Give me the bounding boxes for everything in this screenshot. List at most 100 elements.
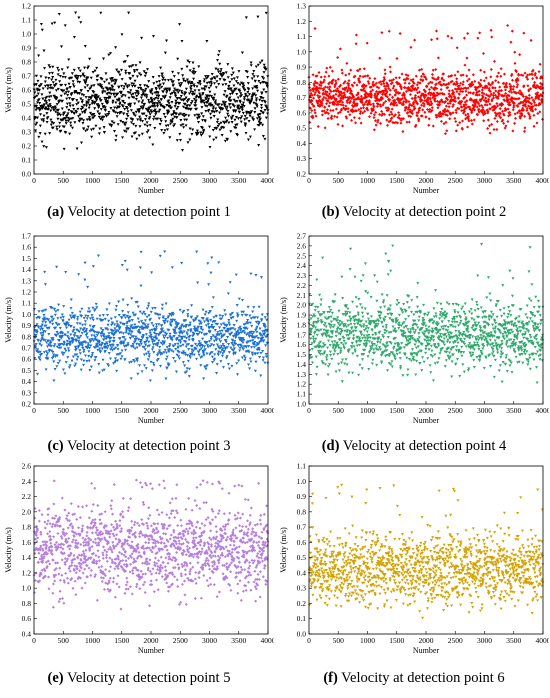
data-point [146,350,150,354]
data-point [58,74,62,78]
data-point [333,340,337,343]
data-point [89,317,93,321]
x-tick-label: 3500 [506,176,521,185]
data-point [51,76,55,79]
data-point [244,326,248,330]
data-point [510,72,514,76]
data-point [257,342,261,346]
data-point [482,51,486,55]
data-point [242,104,246,108]
data-point [389,363,393,367]
data-point [317,329,321,333]
data-point [427,117,431,121]
data-point [345,334,349,337]
data-point [310,115,314,119]
y-tick-label: 0.6 [297,108,307,117]
data-point [89,97,93,101]
data-point [484,96,488,100]
data-point [179,341,183,344]
data-point [177,355,181,358]
data-point [531,77,535,81]
data-point [186,313,190,316]
data-point [374,322,378,326]
data-point [184,319,188,322]
data-point [443,107,447,111]
data-point [92,339,96,343]
data-point [131,92,135,96]
data-point [84,129,88,133]
data-point [310,361,314,365]
data-point [181,343,185,347]
data-point [386,344,390,348]
data-point [45,112,49,115]
data-point [34,343,38,346]
data-point [482,92,486,96]
data-point [311,114,315,118]
data-point [168,343,172,346]
data-point [190,348,194,352]
data-point [137,329,141,332]
data-point [107,82,111,86]
data-point [48,320,52,324]
data-point [148,111,152,114]
data-point [392,103,396,107]
data-point [141,337,145,340]
data-point [75,147,79,151]
data-point [120,263,124,267]
data-point [313,108,317,112]
data-point [41,97,45,101]
data-point [323,322,327,325]
data-point [193,71,197,74]
data-point [200,345,204,348]
data-point [328,363,332,366]
data-point [348,101,352,105]
data-point [167,99,171,103]
data-point [141,92,145,96]
data-point [146,110,150,114]
data-point [489,28,493,32]
data-point [43,84,47,88]
data-point [254,65,258,69]
data-point [314,355,318,359]
data-point [118,321,122,325]
data-point [167,329,171,332]
data-point [93,359,97,362]
data-point [94,336,98,339]
data-point [44,368,48,372]
data-point [417,119,421,123]
data-point [72,339,76,342]
data-point [507,90,511,94]
data-point [56,309,60,312]
data-point [313,315,317,318]
data-point [79,75,83,78]
data-point [32,308,36,311]
data-point [425,108,429,112]
data-point [114,134,118,138]
data-point [105,347,109,350]
data-point [77,340,81,343]
data-point [104,99,108,102]
data-point [432,98,436,102]
data-point [391,120,395,124]
data-point [389,119,393,123]
data-point [98,112,102,116]
data-point [176,345,180,349]
data-point [459,73,463,77]
data-point [351,93,355,97]
data-point [116,92,120,96]
data-point [388,308,392,312]
data-point [73,332,77,335]
data-point [397,111,401,115]
data-point [418,81,422,85]
data-point [101,318,105,322]
data-point [311,335,315,339]
data-point [151,102,155,106]
data-point [136,118,140,122]
data-point [204,365,208,369]
data-point [51,322,55,326]
data-point [356,91,360,95]
data-point [95,317,99,321]
data-point [190,351,194,355]
data-point [224,313,228,317]
data-point [195,85,199,89]
